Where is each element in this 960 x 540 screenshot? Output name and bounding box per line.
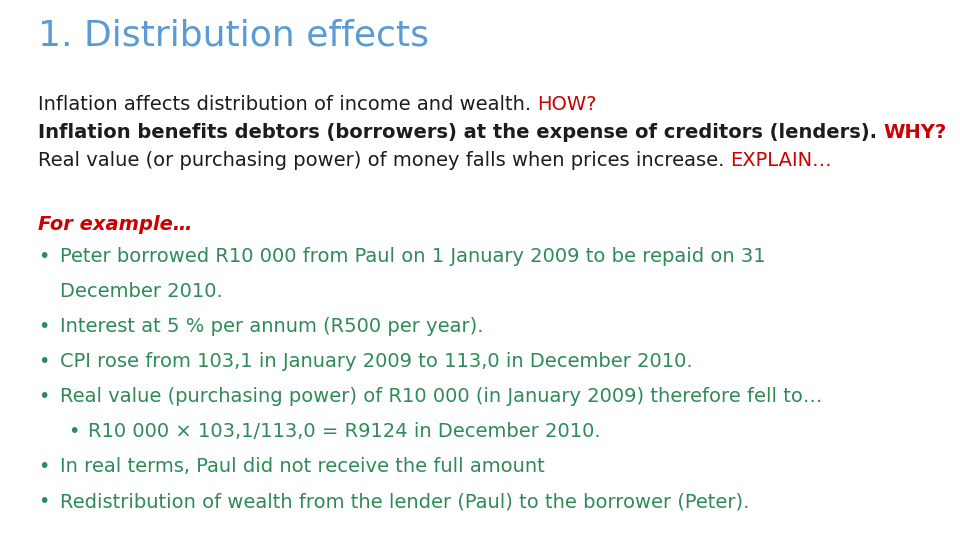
Text: •: • — [68, 422, 80, 441]
Text: •: • — [38, 352, 49, 371]
Text: Inflation affects distribution of income and wealth.: Inflation affects distribution of income… — [38, 95, 538, 114]
Text: CPI rose from 103,1 in January 2009 to 113,0 in December 2010.: CPI rose from 103,1 in January 2009 to 1… — [60, 352, 692, 371]
Text: •: • — [38, 457, 49, 476]
Text: Peter borrowed R10 000 from Paul on 1 January 2009 to be repaid on 31: Peter borrowed R10 000 from Paul on 1 Ja… — [60, 247, 766, 266]
Text: Redistribution of wealth from the lender (Paul) to the borrower (Peter).: Redistribution of wealth from the lender… — [60, 492, 750, 511]
Text: Inflation benefits debtors (borrowers) at the expense of creditors (lenders).: Inflation benefits debtors (borrowers) a… — [38, 123, 884, 142]
Text: HOW?: HOW? — [538, 95, 597, 114]
Text: December 2010.: December 2010. — [60, 282, 223, 301]
Text: In real terms, Paul did not receive the full amount: In real terms, Paul did not receive the … — [60, 457, 544, 476]
Text: R10 000 × 103,1/113,0 = R9124 in December 2010.: R10 000 × 103,1/113,0 = R9124 in Decembe… — [88, 422, 601, 441]
Text: •: • — [38, 387, 49, 406]
Text: •: • — [38, 247, 49, 266]
Text: Real value (or purchasing power) of money falls when prices increase.: Real value (or purchasing power) of mone… — [38, 151, 731, 170]
Text: Interest at 5 % per annum (R500 per year).: Interest at 5 % per annum (R500 per year… — [60, 317, 484, 336]
Text: 1. Distribution effects: 1. Distribution effects — [38, 18, 429, 52]
Text: •: • — [38, 492, 49, 511]
Text: EXPLAIN…: EXPLAIN… — [731, 151, 832, 170]
Text: •: • — [38, 317, 49, 336]
Text: For example…: For example… — [38, 215, 192, 234]
Text: Real value (purchasing power) of R10 000 (in January 2009) therefore fell to…: Real value (purchasing power) of R10 000… — [60, 387, 823, 406]
Text: WHY?: WHY? — [884, 123, 947, 142]
